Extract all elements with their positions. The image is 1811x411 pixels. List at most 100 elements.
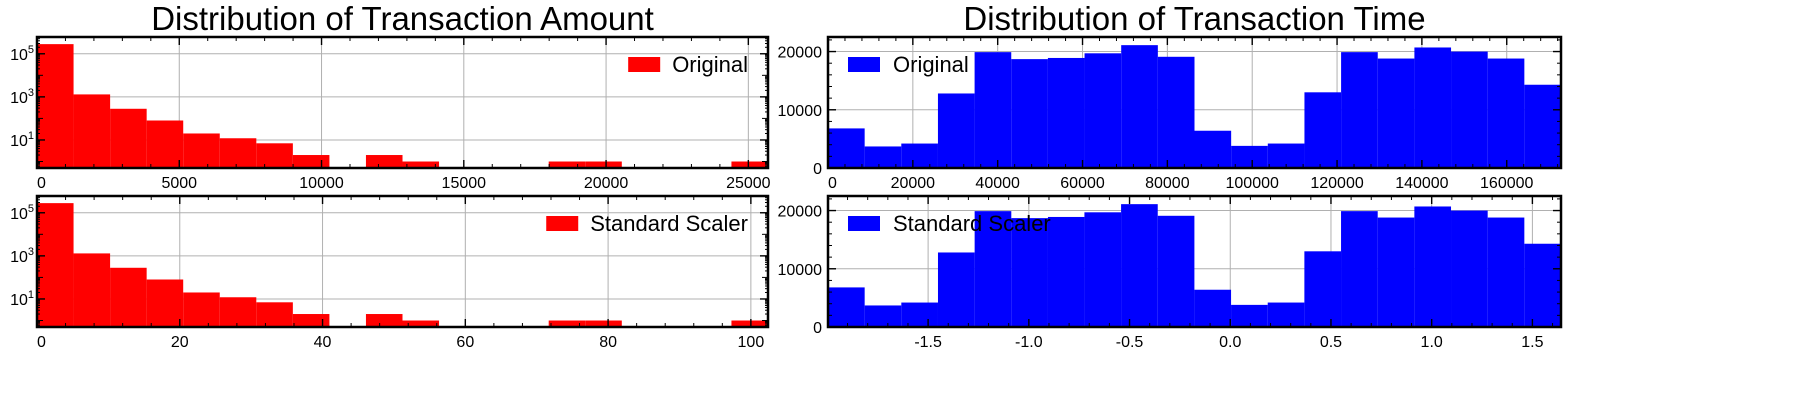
x-tick-label: -0.5 [1116,334,1144,351]
histogram-bar [1487,217,1525,327]
y-tick-label: 103 [10,246,34,266]
histogram-bar [864,146,902,168]
chart-panel-1: Distribution of Transaction Amount 0 5000 1… [10,0,771,192]
histogram-bar [37,44,74,168]
x-tick-label: 40 [314,334,332,351]
y-tick-label: 20000 [778,45,823,62]
histogram-bar [548,161,586,168]
axes-frame [35,35,770,170]
histogram-bar [402,320,440,327]
bars [828,204,1561,327]
histogram-bar [1524,84,1561,168]
histogram-bar [1267,302,1305,327]
histogram-bar [901,143,938,168]
x-tick-label: 60 [456,334,474,351]
histogram-bar [1451,210,1488,327]
histogram-bar [1341,211,1378,327]
legend-label: Standard Scaler [590,211,748,236]
histogram-bar [365,155,403,168]
histogram-bar [1194,130,1232,168]
histogram-bar [1084,212,1122,327]
histogram-bar [1451,51,1488,168]
histogram-bar [864,305,902,327]
x-tick-label: 120000 [1310,175,1363,192]
legend-swatch [546,216,579,231]
y-tick-label: 20000 [778,204,823,221]
y-tick-label: 105 [10,44,34,64]
histogram-bar [219,297,257,327]
legend-label: Original [893,52,969,77]
histogram-bar [1231,145,1268,168]
histogram-bar [731,320,768,327]
histogram-bar [731,161,768,168]
x-tick-label: 0 [828,175,837,192]
histogram-bar [974,52,1012,168]
histogram-bar [183,292,220,327]
legend: Original [848,52,969,77]
histogram-bar [219,138,257,168]
histogram-bar [1047,57,1085,168]
bars [37,44,768,168]
histogram-bar [1157,56,1195,168]
x-tick-label: 5000 [161,175,197,192]
legend-label: Original [672,52,748,77]
histogram-bar [110,267,147,327]
legend-swatch [628,57,661,72]
histogram-bar [256,302,293,327]
axes-frame [826,194,1563,329]
axes-frame [35,194,770,329]
histogram-bar [937,93,975,168]
histogram-bar [1487,58,1525,168]
x-tick-label: 10000 [299,175,344,192]
legend-label: Standard Scaler [893,211,1051,236]
x-tick-label: 0 [37,175,46,192]
histogram-bar [1121,204,1158,327]
chart-title: Distribution of Transaction Time [963,0,1425,37]
histogram-bar [73,94,111,168]
chart-panel-2: Distribution of Transaction Time 0 20000 40… [778,0,1563,192]
x-tick-label: 0.0 [1219,334,1241,351]
chart-title: Distribution of Transaction Amount [151,0,654,37]
histogram-bar [1084,53,1122,168]
histogram-bar [937,252,975,327]
legend-swatch [848,216,880,231]
histogram-bar [1194,289,1232,327]
y-tick-label: 103 [10,87,34,107]
x-tick-label: 80000 [1145,175,1190,192]
chart-panel-3: 0 20 40 60 80 100 101 103 105 Standard Scaler [10,194,770,351]
histogram-bar [146,279,184,327]
chart-panel-4: -1.5 -1.0 -0.5 0.0 0.5 1.0 1.5 0 10000 20000 Stand… [778,194,1563,351]
histogram-bar [1377,58,1415,168]
y-tick-label: 101 [10,289,34,309]
histogram-bar [37,203,74,327]
histogram-bar [548,320,586,327]
legend: Standard Scaler [546,211,748,236]
histogram-bar [1011,218,1048,327]
x-tick-label: 0.5 [1320,334,1342,351]
x-tick-label: 80 [599,334,617,351]
histogram-bar [1341,52,1378,168]
histogram-bar [1231,304,1268,327]
histogram-bar [1011,59,1048,168]
histogram-bar [585,320,622,327]
y-tick-label: 105 [10,203,34,223]
axes-frame [826,35,1563,170]
bars [828,45,1561,168]
x-tick-label: 20 [171,334,189,351]
histogram-bar [974,211,1012,327]
x-tick-label: 15000 [442,175,487,192]
y-tick-label: 0 [813,161,822,178]
histogram-bar [1157,215,1195,327]
histogram-bar [292,155,330,168]
x-tick-label: 40000 [975,175,1020,192]
x-tick-label: 160000 [1480,175,1533,192]
histogram-bar [110,108,147,168]
histogram-bar [1047,216,1085,327]
legend-swatch [848,57,880,72]
x-tick-label: 1.5 [1521,334,1543,351]
histogram-bar [1377,217,1415,327]
x-tick-label: 100000 [1226,175,1279,192]
y-tick-label: 0 [813,320,822,337]
histogram-bar [1524,243,1561,327]
